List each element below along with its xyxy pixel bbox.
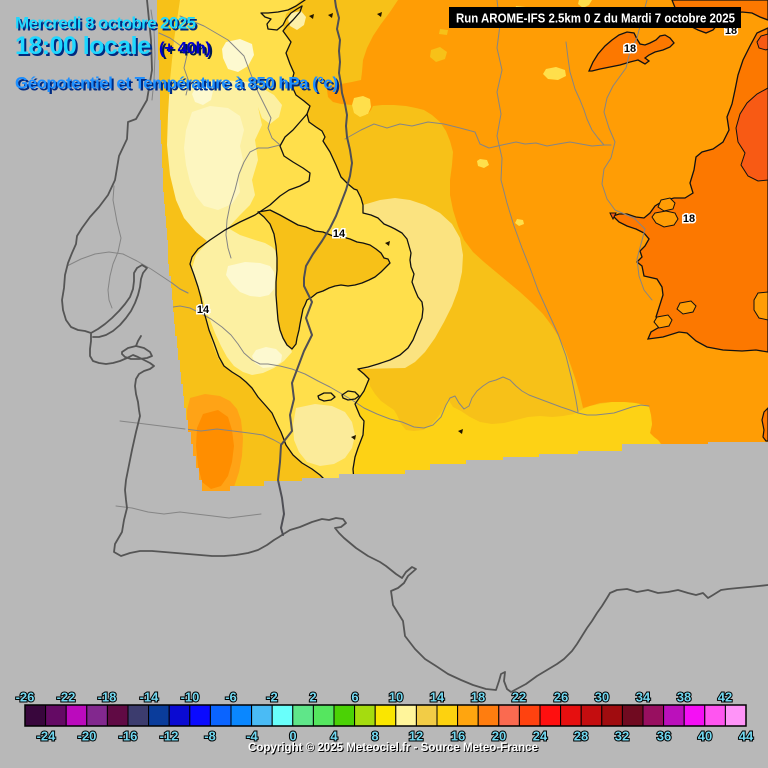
svg-text:18: 18 bbox=[624, 43, 636, 55]
svg-text:-16: -16 bbox=[119, 729, 138, 744]
svg-text:22: 22 bbox=[512, 690, 526, 705]
svg-text:Mercredi 8 octobre 2025: Mercredi 8 octobre 2025 bbox=[15, 14, 196, 33]
svg-text:18:00 locale: 18:00 locale bbox=[15, 32, 151, 60]
svg-text:10: 10 bbox=[389, 690, 403, 705]
svg-text:42: 42 bbox=[718, 690, 732, 705]
svg-text:36: 36 bbox=[657, 729, 671, 744]
svg-text:16: 16 bbox=[451, 729, 465, 744]
svg-text:34: 34 bbox=[636, 690, 651, 705]
svg-text:-6: -6 bbox=[225, 690, 237, 705]
svg-text:30: 30 bbox=[595, 690, 609, 705]
svg-text:-22: -22 bbox=[57, 690, 76, 705]
svg-text:18: 18 bbox=[683, 213, 695, 225]
svg-text:-8: -8 bbox=[204, 729, 216, 744]
svg-text:12: 12 bbox=[409, 729, 423, 744]
svg-text:18: 18 bbox=[471, 690, 485, 705]
svg-text:Géopotentiel et Température à: Géopotentiel et Température à 850 hPa (°… bbox=[17, 76, 340, 95]
svg-text:(+ 40h): (+ 40h) bbox=[161, 41, 213, 60]
svg-text:(+ 40h): (+ 40h) bbox=[159, 39, 211, 58]
svg-text:0: 0 bbox=[289, 729, 296, 744]
svg-text:4: 4 bbox=[330, 729, 338, 744]
svg-text:24: 24 bbox=[533, 729, 548, 744]
svg-text:-4: -4 bbox=[246, 729, 258, 744]
svg-text:Run AROME-IFS 2.5km 0 Z du Mar: Run AROME-IFS 2.5km 0 Z du Mardi 7 octob… bbox=[456, 11, 735, 26]
svg-text:-18: -18 bbox=[98, 690, 117, 705]
svg-text:-12: -12 bbox=[160, 729, 179, 744]
svg-text:28: 28 bbox=[574, 729, 588, 744]
svg-text:Géopotentiel et Température à: Géopotentiel et Température à 850 hPa (°… bbox=[15, 74, 338, 93]
svg-text:32: 32 bbox=[615, 729, 629, 744]
svg-text:14: 14 bbox=[430, 690, 445, 705]
svg-text:38: 38 bbox=[677, 690, 691, 705]
svg-text:18:00 locale: 18:00 locale bbox=[17, 34, 153, 62]
svg-text:2: 2 bbox=[309, 690, 316, 705]
svg-text:20: 20 bbox=[492, 729, 506, 744]
svg-text:6: 6 bbox=[351, 690, 358, 705]
svg-text:Copyright © 2025 Meteociel.fr: Copyright © 2025 Meteociel.fr - Source M… bbox=[249, 743, 539, 755]
svg-text:-26: -26 bbox=[16, 690, 35, 705]
svg-text:-10: -10 bbox=[181, 690, 200, 705]
svg-text:-14: -14 bbox=[140, 690, 160, 705]
svg-text:Copyright © 2025 Meteociel.fr: Copyright © 2025 Meteociel.fr - Source M… bbox=[248, 742, 538, 754]
svg-text:26: 26 bbox=[554, 690, 568, 705]
svg-text:-24: -24 bbox=[37, 729, 57, 744]
svg-text:8: 8 bbox=[371, 729, 378, 744]
svg-text:-20: -20 bbox=[78, 729, 97, 744]
svg-text:44: 44 bbox=[739, 729, 754, 744]
svg-text:14: 14 bbox=[197, 304, 210, 316]
svg-text:Mercredi 8 octobre 2025: Mercredi 8 octobre 2025 bbox=[17, 16, 198, 35]
svg-text:40: 40 bbox=[698, 729, 712, 744]
svg-text:14: 14 bbox=[333, 228, 346, 240]
svg-text:-2: -2 bbox=[266, 690, 278, 705]
